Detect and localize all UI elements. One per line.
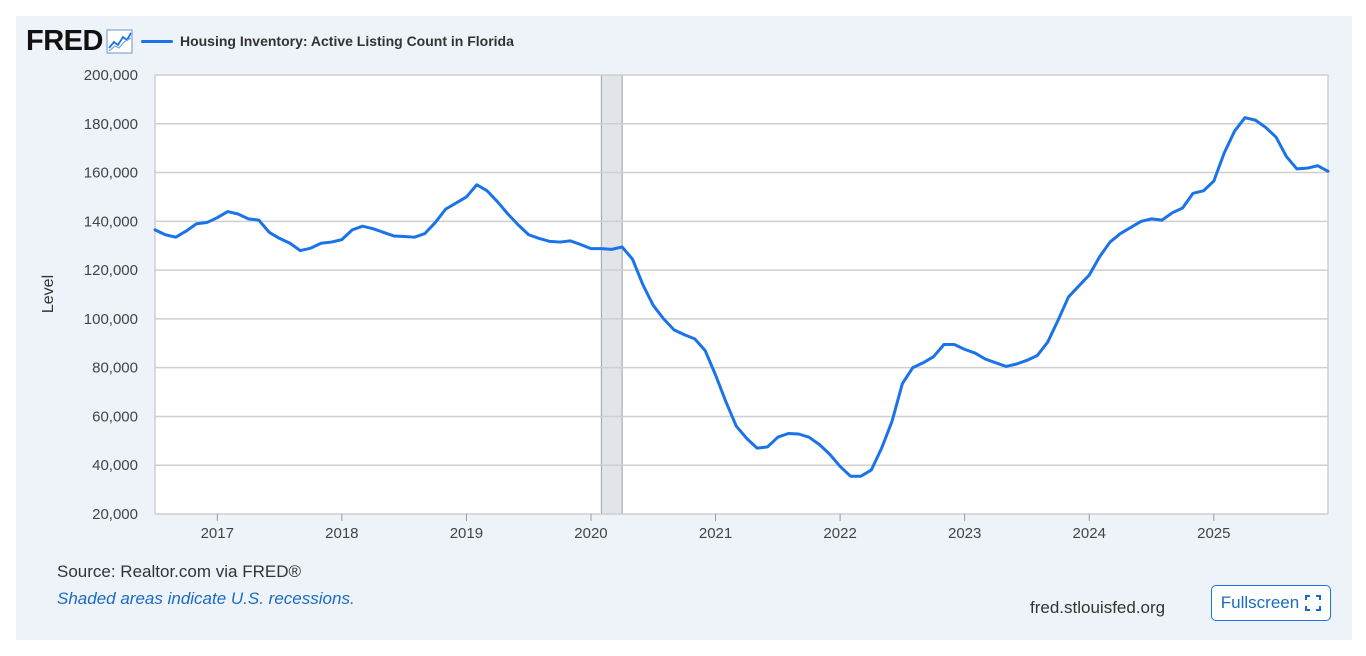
y-tick-label: 80,000 [92,360,138,377]
recession-band-0 [600,74,623,515]
legend-label[interactable]: Housing Inventory: Active Listing Count … [179,33,514,49]
y-axis: 20,000 40,000 60,000 80,000 100,000 120,000 14… [84,67,138,523]
x-tick-label: 2024 [1073,525,1106,542]
expand-corners-icon [1305,595,1322,611]
plot-area [155,75,1328,514]
y-tick-label: 140,000 [84,213,138,230]
y-tick-label: 60,000 [92,408,138,425]
y-axis-label: Level [40,275,57,313]
fred-logo[interactable]: FRED [26,24,103,57]
source-text: Source: Realtor.com via FRED® [57,562,301,581]
site-link[interactable]: fred.stlouisfed.org [1030,598,1166,617]
grid-lines [154,74,1329,515]
y-tick-label: 120,000 [84,262,138,279]
x-tick-label: 2019 [450,525,483,542]
x-tick-label: 2025 [1197,525,1230,542]
y-tick-label: 200,000 [84,67,138,84]
y-tick-label: 20,000 [92,506,138,523]
x-tick-label: 2017 [201,525,234,542]
chart-header: FRED Housing Inventory: Active Listing C… [26,24,514,57]
trend-chart-icon [106,28,133,54]
fullscreen-label: Fullscreen [1220,593,1300,612]
line-chart: 20,000 40,000 60,000 80,000 100,000 120,000 14… [40,67,1330,542]
x-tick-label: 2021 [699,525,732,542]
x-tick-label: 2020 [574,525,607,542]
y-tick-label: 160,000 [84,165,138,182]
legend-swatch [140,39,173,43]
x-tick-label: 2023 [948,525,981,542]
recession-shading [600,74,623,515]
x-tick-label: 2022 [823,525,856,542]
series-line[interactable] [153,116,1330,478]
fullscreen-button[interactable]: Fullscreen [1211,585,1331,621]
y-tick-label: 40,000 [92,457,138,474]
x-axis: 2017 2018 2019 2020 2021 2022 2023 2024 2025 [201,514,1231,542]
y-tick-label: 100,000 [84,311,138,328]
y-tick-label: 180,000 [84,116,138,133]
x-tick-label: 2018 [325,525,358,542]
recession-note: Shaded areas indicate U.S. recessions. [57,589,355,608]
